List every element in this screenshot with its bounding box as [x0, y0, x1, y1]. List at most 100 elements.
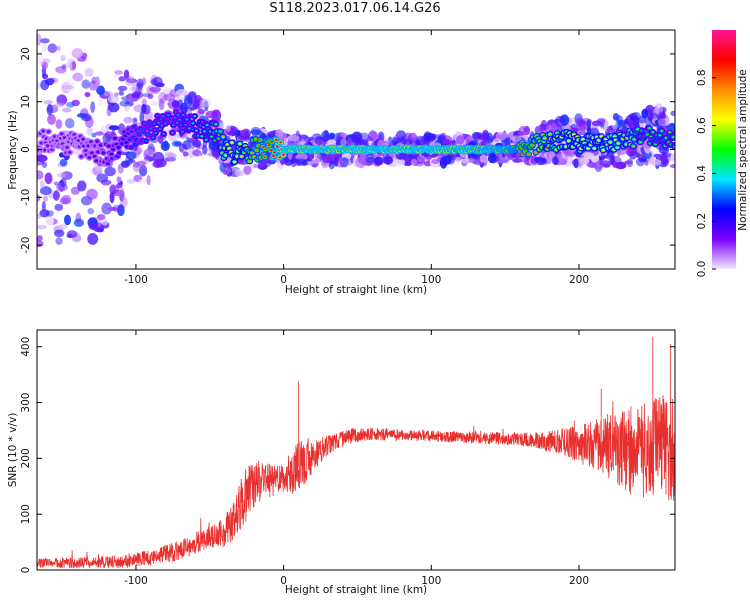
spectrogram-cell — [654, 119, 666, 125]
spectrogram-ridge-cell — [166, 113, 170, 117]
spectrogram-cell — [142, 104, 151, 115]
spectrogram-cell — [579, 157, 590, 165]
spectrogram-cell — [54, 203, 64, 211]
spectrogram-ridge-cell — [615, 146, 619, 149]
spectrogram-cell — [37, 81, 40, 90]
spectrogram-cell — [250, 129, 262, 135]
spectrogram-cell — [557, 152, 569, 163]
spectrogram-cell — [600, 122, 605, 128]
spectrogram-cell — [158, 92, 168, 104]
spectrogram-ridge-cell — [68, 151, 72, 154]
spectrogram-ridge-cell — [87, 156, 91, 159]
spectrogram-cell — [192, 139, 202, 148]
spectrogram-cell — [243, 165, 252, 175]
spectrogram-cell — [138, 178, 150, 184]
spectrogram-ridge-cell — [109, 153, 113, 156]
spectrogram-ridge-cell — [81, 138, 85, 141]
spectrogram-x-label: Height of straight line (km) — [285, 284, 427, 296]
spectrogram-ridge-cell — [151, 136, 155, 139]
spectrogram-cell — [628, 112, 639, 121]
spectrogram-cell — [393, 158, 406, 166]
spectrogram-cell — [73, 218, 85, 227]
spectrogram-cell — [554, 115, 566, 127]
spectrogram-cell — [53, 181, 60, 186]
spectrogram-ridge-cell — [660, 129, 664, 133]
spectrogram-ridge-cell — [210, 135, 214, 138]
spectrogram-cell — [624, 160, 633, 165]
spectrogram-cell — [147, 143, 155, 155]
spectrogram-cell — [62, 107, 72, 113]
snr-x-tick-label: -100 — [124, 575, 148, 587]
spectrogram-ridge-cell — [548, 133, 552, 136]
spectrogram-ridge-cell — [658, 134, 662, 137]
spectrogram-cell — [455, 135, 465, 145]
colorbar-tick-label: 0.0 — [696, 261, 708, 278]
spectrogram-cell — [42, 195, 49, 202]
spectrogram-cell — [37, 213, 42, 219]
spectrogram-cell — [46, 103, 53, 116]
spectrogram-cell — [471, 131, 482, 140]
spectrogram-ridge-cell — [107, 144, 111, 148]
spectrogram-ridge-cell — [187, 127, 191, 130]
spectrogram-cell — [468, 157, 475, 163]
spectrogram-cell — [599, 160, 612, 167]
spectrogram-cell — [125, 97, 137, 103]
spectrogram-ridge-cell — [604, 138, 608, 141]
spectrogram-ridge-cell — [133, 143, 137, 146]
spectrogram-ridge-cell — [39, 141, 43, 145]
spectrogram-ridge-cell — [530, 144, 534, 147]
spectrogram-heatmap — [37, 33, 675, 248]
spectrogram-cell — [40, 38, 50, 44]
spectrogram-cell — [395, 130, 407, 142]
colorbar-tick-label: 0.8 — [696, 69, 708, 86]
spectrogram-ridge-cell — [281, 153, 285, 156]
snr-x-tick-label: 200 — [569, 575, 589, 587]
spectrogram-ridge-cell — [205, 123, 209, 127]
spectrogram-cell — [204, 100, 209, 112]
spectrogram-y-tick-label: 20 — [20, 47, 32, 60]
spectrogram-cell — [117, 85, 128, 91]
spectrogram-cell — [176, 89, 188, 96]
spectrogram-ridge-cell — [564, 145, 568, 148]
spectrogram-cell — [87, 232, 99, 245]
spectrogram-cell — [163, 93, 176, 101]
spectrogram-cell — [569, 127, 580, 132]
spectrogram-ridge-cell — [257, 144, 261, 147]
colorbar-ticks: 0.0 0.2 0.4 0.6 0.8 — [696, 69, 716, 277]
spectrogram-cell — [365, 153, 375, 160]
spectrogram-cell — [575, 117, 585, 127]
spectrogram-ridge-cell — [193, 115, 197, 118]
spectrogram-cell — [61, 64, 67, 70]
spectrogram-ridge-cell — [624, 143, 628, 146]
spectrogram-cell — [123, 116, 134, 124]
spectrogram-cell — [59, 178, 67, 188]
spectrogram-cell — [164, 151, 174, 159]
spectrogram-y-tick-label: -20 — [20, 237, 32, 254]
spectrogram-ridge-cell — [616, 142, 620, 145]
spectrogram-ridge-cell — [217, 137, 221, 140]
spectrogram-cell — [237, 135, 250, 140]
spectrogram-cell — [439, 157, 448, 169]
spectrogram-cell — [40, 79, 50, 91]
snr-series-line — [37, 336, 675, 569]
spectrogram-cell — [511, 135, 522, 143]
spectrogram-cell — [37, 194, 41, 202]
spectrogram-cell — [133, 174, 143, 183]
spectrogram-cell — [116, 176, 122, 183]
spectrogram-cell — [660, 153, 668, 166]
spectrogram-ridge-cell — [86, 144, 90, 147]
snr-y-label: SNR (10 * v/v) — [7, 413, 19, 488]
spectrogram-cell — [71, 47, 84, 59]
spectrogram-cell — [557, 115, 566, 123]
spectrogram-ridge-cell — [543, 137, 547, 140]
spectrogram-ridge-cell — [156, 121, 160, 124]
colorbar-tick-label: 0.4 — [696, 165, 708, 182]
spectrogram-cell — [112, 204, 122, 213]
spectrogram-ridge-cell — [180, 130, 184, 133]
spectrogram-cell — [126, 179, 136, 184]
spectrogram-ridge-cell — [124, 141, 128, 144]
spectrogram-cell — [56, 45, 61, 51]
spectrogram-y-tick-label: -10 — [20, 189, 32, 206]
spectrogram-ridge-cell — [96, 150, 100, 154]
spectrogram-cell — [107, 95, 120, 104]
